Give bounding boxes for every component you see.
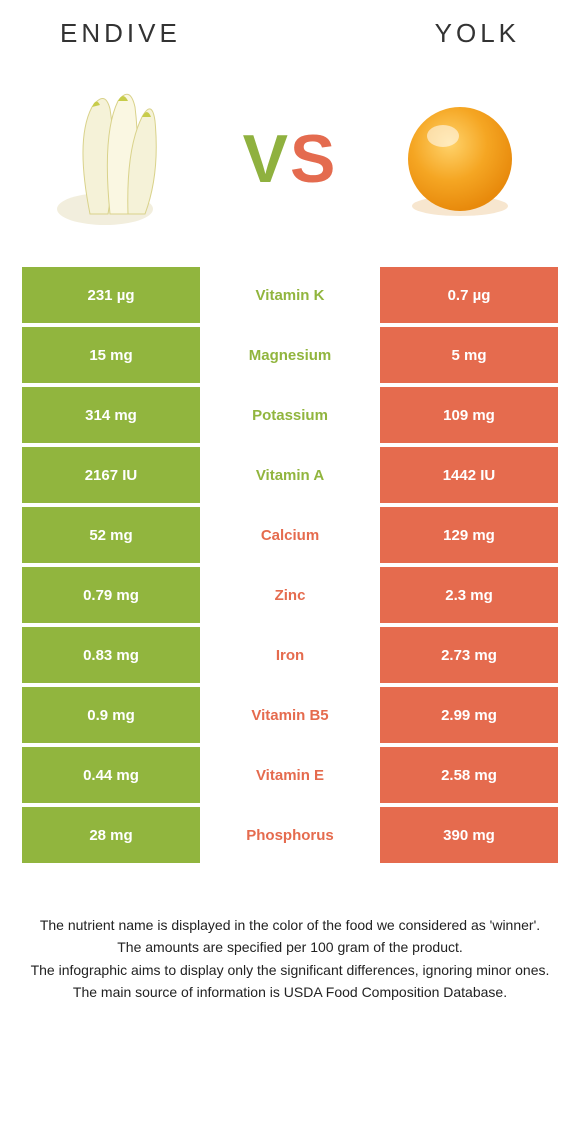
note-line: The main source of information is USDA F… — [28, 982, 552, 1002]
nutrient-label: Calcium — [200, 507, 380, 563]
header: ENDIVE YOLK — [0, 0, 580, 59]
right-value: 1442 IU — [380, 447, 558, 503]
left-value: 15 mg — [22, 327, 200, 383]
comparison-table: 231 µgVitamin K0.7 µg15 mgMagnesium5 mg3… — [22, 267, 558, 863]
endive-image — [50, 79, 190, 239]
right-value: 5 mg — [380, 327, 558, 383]
right-value: 390 mg — [380, 807, 558, 863]
nutrient-label: Phosphorus — [200, 807, 380, 863]
left-value: 0.9 mg — [22, 687, 200, 743]
right-value: 109 mg — [380, 387, 558, 443]
table-row: 0.83 mgIron2.73 mg — [22, 627, 558, 683]
left-value: 52 mg — [22, 507, 200, 563]
right-value: 0.7 µg — [380, 267, 558, 323]
nutrient-label: Vitamin K — [200, 267, 380, 323]
note-line: The amounts are specified per 100 gram o… — [28, 937, 552, 957]
right-value: 2.58 mg — [380, 747, 558, 803]
vs-s: S — [290, 121, 337, 197]
nutrient-label: Magnesium — [200, 327, 380, 383]
right-value: 2.73 mg — [380, 627, 558, 683]
table-row: 0.9 mgVitamin B52.99 mg — [22, 687, 558, 743]
table-row: 2167 IUVitamin A1442 IU — [22, 447, 558, 503]
nutrient-label: Zinc — [200, 567, 380, 623]
right-value: 2.99 mg — [380, 687, 558, 743]
left-food-title: ENDIVE — [60, 18, 181, 49]
note-line: The infographic aims to display only the… — [28, 960, 552, 980]
nutrient-label: Iron — [200, 627, 380, 683]
nutrient-label: Vitamin E — [200, 747, 380, 803]
images-row: VS — [0, 59, 580, 267]
left-value: 2167 IU — [22, 447, 200, 503]
left-value: 0.44 mg — [22, 747, 200, 803]
left-value: 0.83 mg — [22, 627, 200, 683]
note-line: The nutrient name is displayed in the co… — [28, 915, 552, 935]
vs-v: V — [243, 121, 290, 197]
nutrient-label: Potassium — [200, 387, 380, 443]
nutrient-label: Vitamin B5 — [200, 687, 380, 743]
table-row: 28 mgPhosphorus390 mg — [22, 807, 558, 863]
right-value: 2.3 mg — [380, 567, 558, 623]
left-value: 0.79 mg — [22, 567, 200, 623]
vs-label: VS — [243, 120, 338, 198]
nutrient-label: Vitamin A — [200, 447, 380, 503]
left-value: 28 mg — [22, 807, 200, 863]
table-row: 52 mgCalcium129 mg — [22, 507, 558, 563]
right-food-title: YOLK — [435, 18, 520, 49]
right-value: 129 mg — [380, 507, 558, 563]
footnotes: The nutrient name is displayed in the co… — [0, 867, 580, 1002]
table-row: 0.44 mgVitamin E2.58 mg — [22, 747, 558, 803]
left-value: 231 µg — [22, 267, 200, 323]
table-row: 15 mgMagnesium5 mg — [22, 327, 558, 383]
yolk-image — [390, 79, 530, 239]
table-row: 314 mgPotassium109 mg — [22, 387, 558, 443]
left-value: 314 mg — [22, 387, 200, 443]
table-row: 231 µgVitamin K0.7 µg — [22, 267, 558, 323]
table-row: 0.79 mgZinc2.3 mg — [22, 567, 558, 623]
